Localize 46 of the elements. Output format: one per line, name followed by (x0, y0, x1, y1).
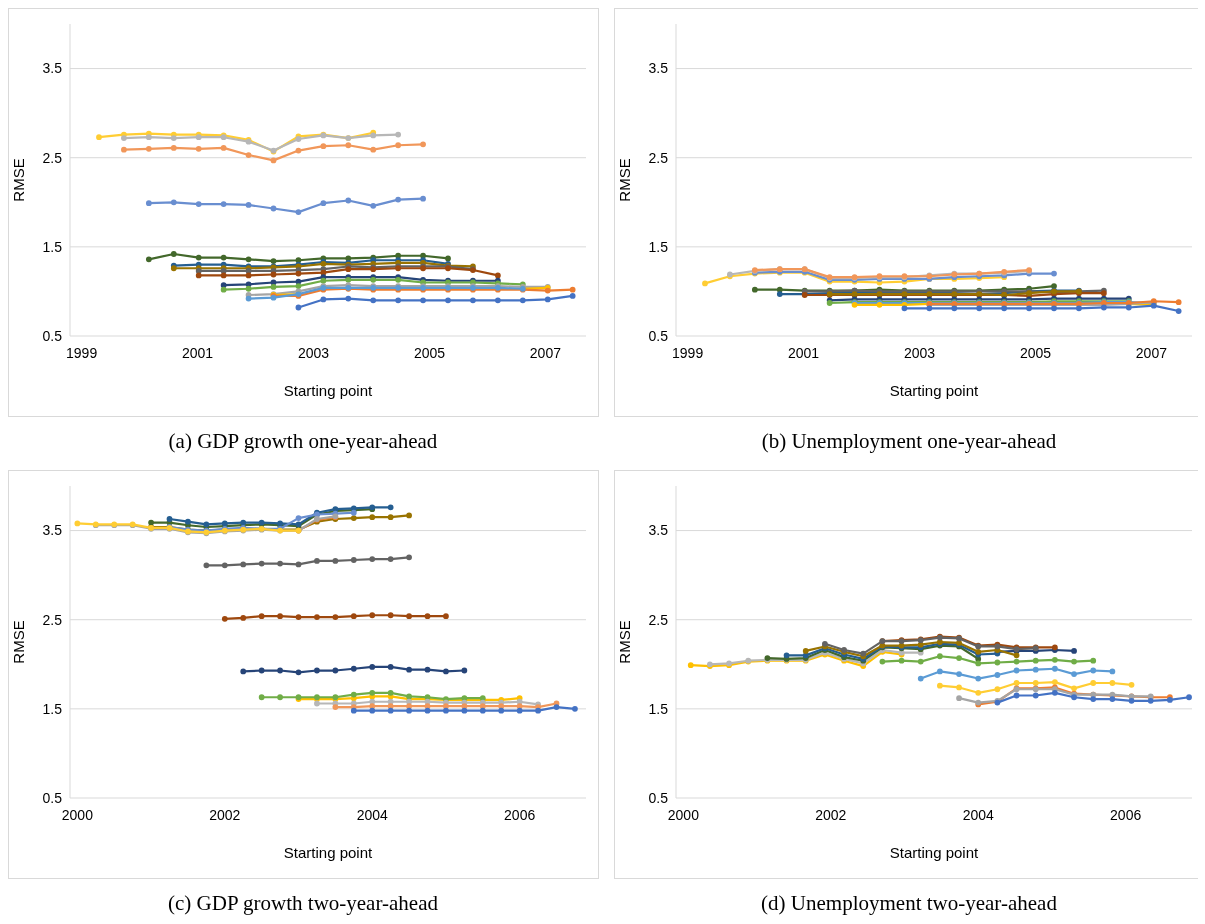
x-axis-title: Starting point (283, 844, 374, 861)
y-tick-label: 3.5 (648, 60, 669, 77)
y-tick-label: 3.5 (42, 60, 63, 77)
y-tick-label: 0.5 (42, 789, 63, 806)
x-tick-label: 2002 (815, 807, 847, 823)
x-tick-label: 2003 (297, 345, 330, 361)
y-tick-label: 1.5 (42, 700, 63, 717)
x-tick-label: 2007 (1135, 345, 1168, 361)
y-tick-label: 0.5 (648, 789, 669, 806)
y-tick-label: 2.5 (648, 149, 669, 166)
x-tick-label: 2002 (209, 807, 241, 823)
x-tick-label: 2006 (1110, 807, 1142, 823)
x-axis-title: Starting point (283, 382, 374, 399)
x-tick-label: 2001 (787, 345, 820, 361)
x-tick-label: 2004 (356, 807, 389, 823)
x-tick-label: 2003 (903, 345, 936, 361)
y-tick-label: 1.5 (42, 238, 63, 255)
x-tick-label: 2004 (962, 807, 995, 823)
y-tick-label: 2.5 (42, 149, 63, 166)
y-tick-label: 2.5 (42, 611, 63, 628)
x-tick-label: 2000 (667, 807, 700, 823)
y-tick-label: 0.5 (42, 327, 63, 344)
text: (a) GDP growth one-year-ahead (168, 429, 438, 453)
y-tick-label: 0.5 (648, 327, 669, 344)
y-tick-label: 2.5 (648, 611, 669, 628)
x-axis-title: Starting point (889, 382, 980, 399)
x-tick-label: 2001 (181, 345, 214, 361)
x-tick-label: 2005 (1019, 345, 1052, 361)
x-axis-title: Starting point (889, 844, 980, 861)
x-tick-label: 1999 (66, 345, 98, 361)
text: (b) Unemployment one-year-ahead (761, 429, 1057, 453)
x-tick-label: 2007 (529, 345, 562, 361)
x-tick-label: 2000 (61, 807, 94, 823)
x-tick-label: 1999 (672, 345, 704, 361)
text: (d) Unemployment two-year-ahead (761, 891, 1058, 915)
y-axis-title: RMSE (616, 620, 633, 664)
y-axis-title: RMSE (10, 158, 27, 202)
y-tick-label: 1.5 (648, 238, 669, 255)
y-tick-label: 3.5 (648, 522, 669, 539)
y-axis-title: RMSE (10, 620, 27, 664)
text: (c) GDP growth two-year-ahead (168, 891, 439, 915)
y-tick-label: 1.5 (648, 700, 669, 717)
y-tick-label: 3.5 (42, 522, 63, 539)
y-axis-title: RMSE (616, 158, 633, 202)
x-tick-label: 2005 (413, 345, 446, 361)
x-tick-label: 2006 (504, 807, 536, 823)
